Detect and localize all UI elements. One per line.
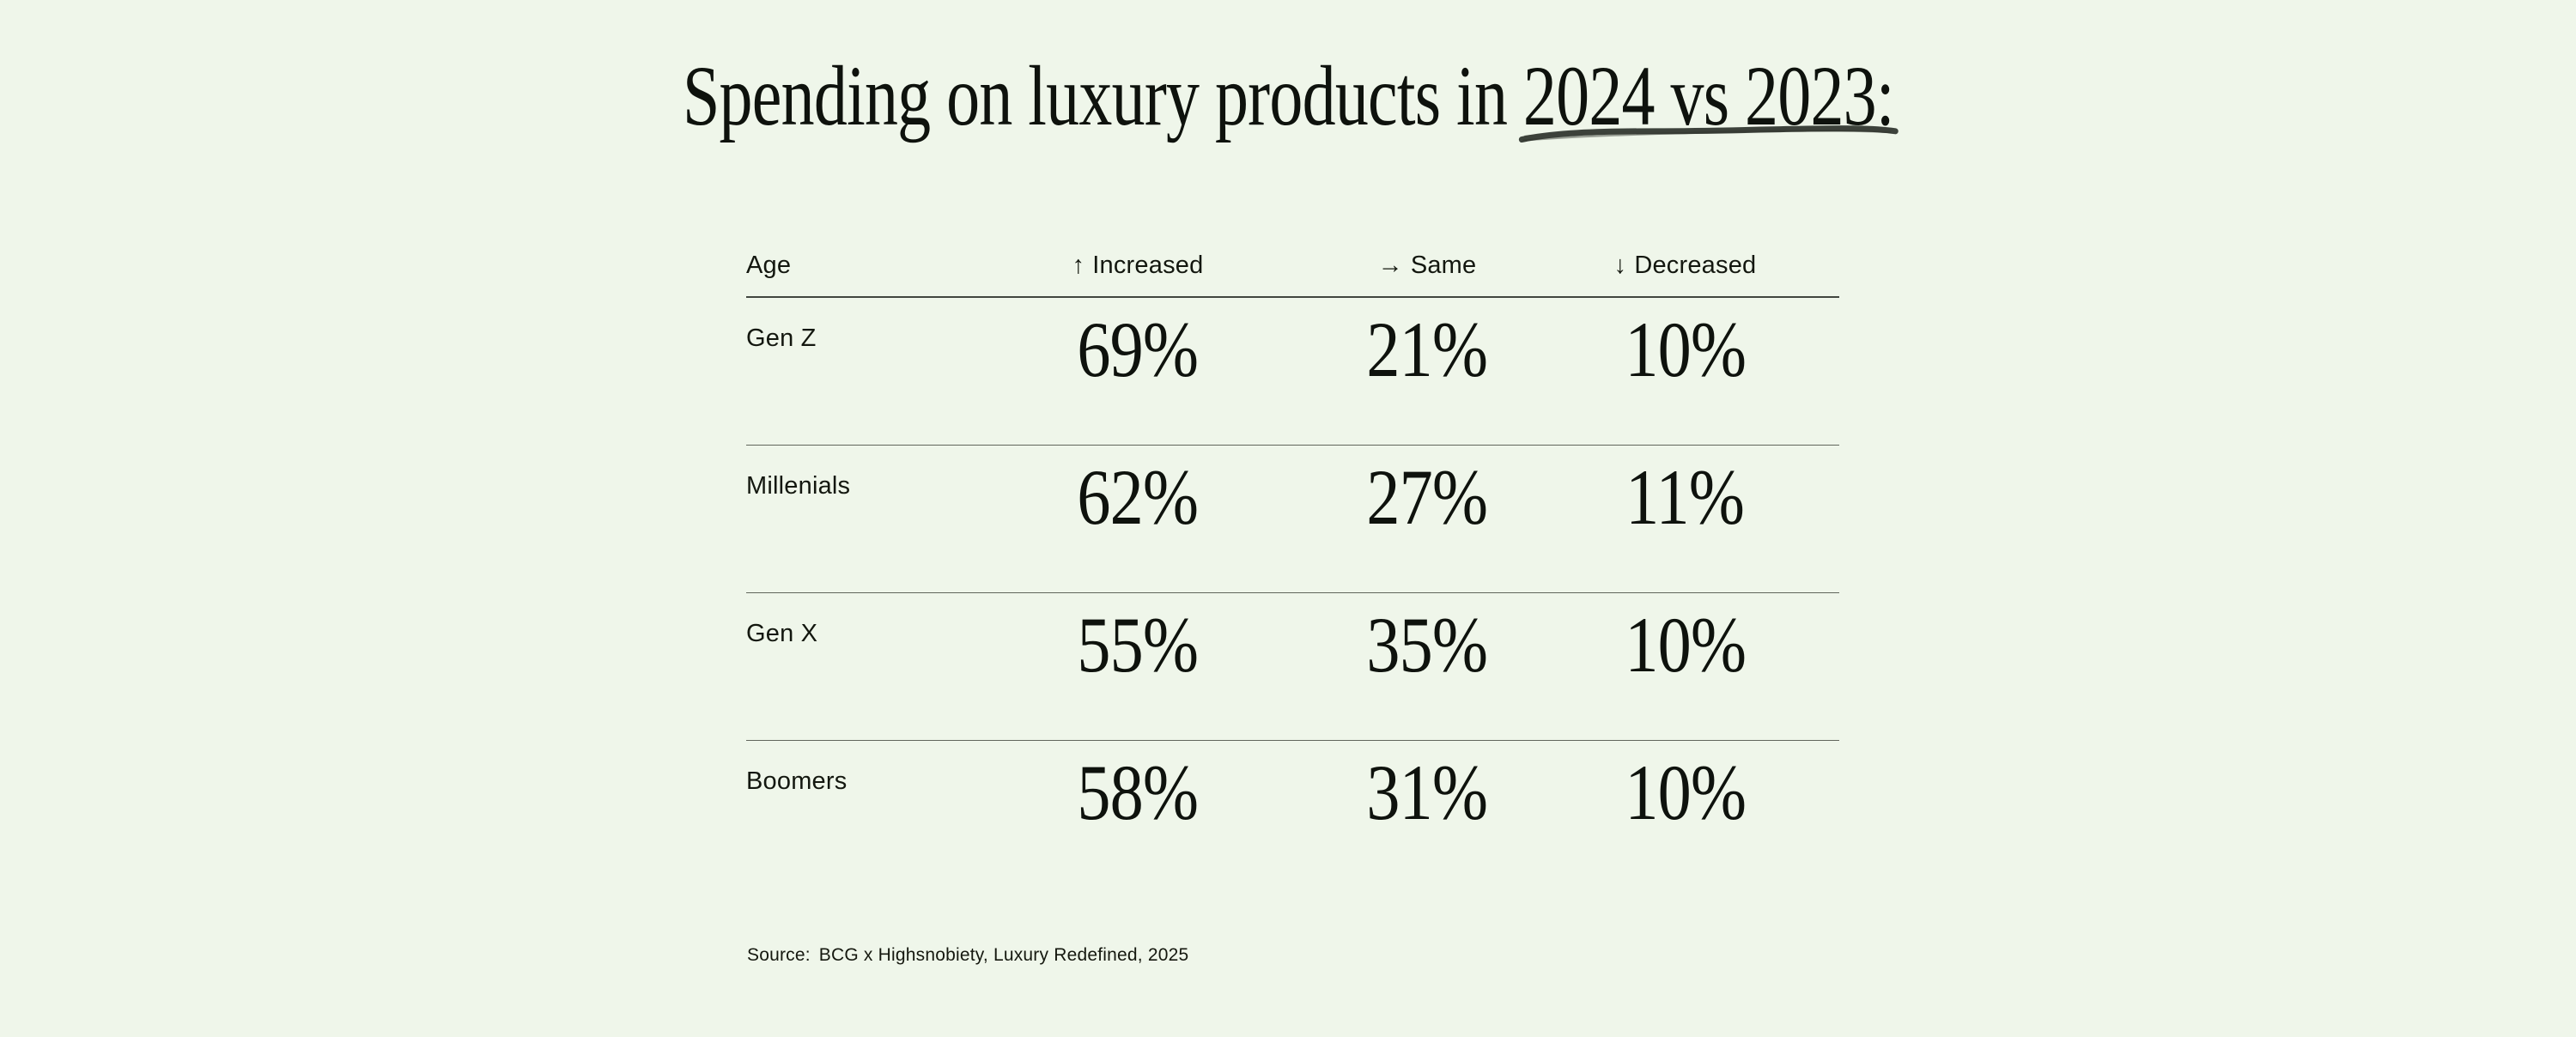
value-same: 31% <box>1366 748 1489 836</box>
column-header-increased-label: Increased <box>1092 252 1204 279</box>
value-same: 21% <box>1366 305 1489 393</box>
source-note: Source: BCG x Highsnobiety, Luxury Redefi… <box>747 945 1188 966</box>
value-increased: 62% <box>1077 452 1200 541</box>
up-arrow-icon: ↑ <box>1072 252 1085 279</box>
row-label-age: Millenials <box>746 471 851 500</box>
down-arrow-icon: ↓ <box>1613 252 1627 279</box>
row-label-age: Gen Z <box>746 324 817 352</box>
column-header-increased: ↑ Increased <box>952 251 1323 281</box>
title-highlight-text: 2024 vs 2023: <box>1522 48 1895 143</box>
column-header-decreased: ↓ Decreased <box>1531 251 1839 281</box>
title-prefix: Spending on luxury products in <box>682 48 1523 143</box>
value-decreased: 10% <box>1625 305 1747 393</box>
right-arrow-icon: → <box>1377 252 1403 279</box>
table-row: Gen X 55% 35% 10% <box>746 593 1839 741</box>
value-decreased: 10% <box>1625 600 1747 688</box>
title-highlight: 2024 vs 2023: <box>1518 48 1899 143</box>
source-label: Source: <box>747 945 811 965</box>
value-same: 27% <box>1366 452 1489 541</box>
column-header-same-label: Same <box>1410 252 1477 279</box>
table-row: Gen Z 69% 21% 10% <box>746 298 1839 446</box>
table-row: Boomers 58% 31% 10% <box>746 741 1839 888</box>
spending-table: Age ↑ Increased → Same ↓ Decreased Gen Z 69%… <box>746 251 1839 888</box>
value-increased: 55% <box>1077 600 1200 688</box>
value-increased: 69% <box>1077 305 1200 393</box>
column-header-age: Age <box>746 251 952 281</box>
page-header: Spending on luxury products in 2024 vs 2… <box>0 49 2576 143</box>
table-header-row: Age ↑ Increased → Same ↓ Decreased <box>746 251 1839 298</box>
source-text: BCG x Highsnobiety, Luxury Redefined, 20… <box>818 945 1189 965</box>
row-label-age: Gen X <box>746 619 818 647</box>
row-label-age: Boomers <box>746 767 848 795</box>
value-decreased: 10% <box>1625 748 1747 836</box>
table-body: Gen Z 69% 21% 10% Millenials 62% 27% 11% Gen X 55… <box>746 298 1839 888</box>
column-header-age-label: Age <box>746 252 792 279</box>
page-title: Spending on luxury products in 2024 vs 2… <box>682 48 1899 143</box>
value-decreased: 11% <box>1625 452 1746 541</box>
column-header-decreased-label: Decreased <box>1634 252 1757 279</box>
table-row: Millenials 62% 27% 11% <box>746 446 1839 593</box>
value-increased: 58% <box>1077 748 1200 836</box>
value-same: 35% <box>1366 600 1489 688</box>
column-header-same: → Same <box>1323 251 1531 281</box>
